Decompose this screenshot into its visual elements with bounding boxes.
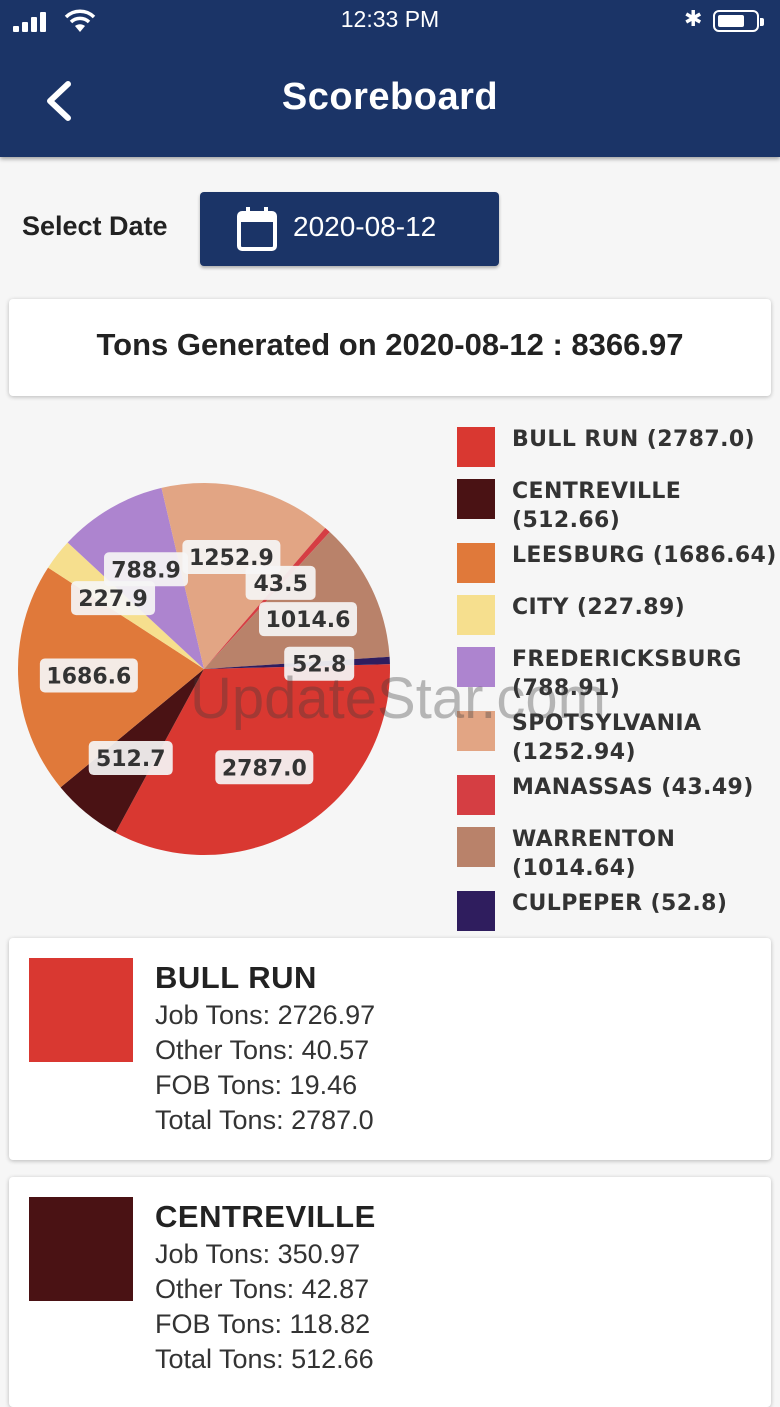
- calendar-icon: [237, 207, 277, 251]
- svg-text:1686.6: 1686.6: [46, 665, 131, 690]
- select-date-label: Select Date: [22, 211, 168, 241]
- svg-text:43.5: 43.5: [253, 572, 307, 597]
- svg-text:227.9: 227.9: [78, 587, 148, 612]
- total-tons: Total Tons: 2787.0: [155, 1105, 374, 1135]
- legend-label: FREDERICKSBURG (788.91): [512, 647, 742, 701]
- svg-text:2787.0: 2787.0: [222, 756, 307, 781]
- job-tons: Job Tons: 350.97: [155, 1239, 361, 1269]
- legend-label: CITY (227.89): [512, 595, 686, 620]
- summary-card: Tons Generated on 2020-08-12 : 8366.97: [9, 299, 771, 396]
- legend-item: CENTREVILLE (512.66): [457, 477, 777, 535]
- pie-slice-spotsylvania[interactable]: [161, 483, 326, 669]
- slice-label: 512.7: [88, 741, 173, 776]
- legend-item: CULPEPER (52.8): [457, 889, 777, 935]
- svg-text:788.9: 788.9: [111, 558, 181, 583]
- other-tons: Other Tons: 40.57: [155, 1035, 370, 1065]
- slice-label: 227.9: [71, 581, 156, 616]
- location-card-centreville[interactable]: CENTREVILLE Job Tons: 350.97 Other Tons:…: [9, 1177, 771, 1407]
- bluetooth-icon: ✱: [684, 7, 703, 32]
- slice-label: 52.8: [284, 646, 355, 681]
- location-color-swatch: [29, 958, 133, 1062]
- fob-tons: FOB Tons: 118.82: [155, 1309, 371, 1339]
- page-title: Scoreboard: [281, 76, 499, 118]
- slice-label: 788.9: [104, 552, 189, 587]
- legend-label: CULPEPER (52.8): [512, 891, 728, 916]
- job-tons: Job Tons: 2726.97: [155, 1000, 376, 1030]
- legend-swatch: [457, 827, 495, 867]
- location-name: CENTREVILLE: [155, 1199, 376, 1234]
- chart-legend: BULL RUN (2787.0) CENTREVILLE (512.66) L…: [457, 425, 777, 941]
- date-value: 2020-08-12: [293, 211, 437, 242]
- legend-swatch: [457, 891, 495, 931]
- back-chevron-icon[interactable]: [40, 80, 80, 122]
- legend-label: LEESBURG (1686.64): [512, 543, 777, 568]
- legend-label: MANASSAS (43.49): [512, 775, 754, 800]
- legend-item: MANASSAS (43.49): [457, 773, 777, 819]
- svg-text:512.7: 512.7: [96, 747, 166, 772]
- legend-swatch: [457, 479, 495, 519]
- status-time: 12:33 PM: [340, 6, 440, 32]
- legend-item: BULL RUN (2787.0): [457, 425, 777, 471]
- legend-item: LEESBURG (1686.64): [457, 541, 777, 587]
- wifi-icon: [64, 9, 96, 32]
- legend-swatch: [457, 427, 495, 467]
- battery-icon: [713, 10, 764, 32]
- svg-text:1014.6: 1014.6: [266, 608, 351, 633]
- cellular-signal-icon: [13, 12, 49, 32]
- legend-item: FREDERICKSBURG (788.91): [457, 645, 777, 703]
- legend-swatch: [457, 647, 495, 687]
- app-header: 12:33 PM ✱ Scoreboard: [0, 0, 780, 157]
- legend-label: WARRENTON (1014.64): [512, 827, 676, 881]
- slice-label: 43.5: [245, 565, 316, 600]
- other-tons: Other Tons: 42.87: [155, 1274, 370, 1304]
- legend-label: BULL RUN (2787.0): [512, 427, 756, 452]
- tons-pie-chart: 2787.0 512.7 1686.6 227.9 788.9 1252.9 43.5 101…: [0, 410, 780, 930]
- svg-text:52.8: 52.8: [292, 653, 346, 678]
- legend-swatch: [457, 775, 495, 815]
- total-tons: Total Tons: 512.66: [155, 1344, 374, 1374]
- legend-label: CENTREVILLE (512.66): [512, 479, 682, 533]
- status-bar: 12:33 PM ✱: [0, 0, 780, 44]
- location-card-bull-run[interactable]: BULL RUN Job Tons: 2726.97 Other Tons: 4…: [9, 938, 771, 1160]
- legend-item: CITY (227.89): [457, 593, 777, 639]
- slice-label: 2787.0: [215, 750, 314, 785]
- tons-summary-text: Tons Generated on 2020-08-12 : 8366.97: [96, 327, 684, 362]
- legend-swatch: [457, 543, 495, 583]
- legend-swatch: [457, 711, 495, 751]
- slice-label: 1014.6: [258, 602, 357, 637]
- legend-item: SPOTSYLVANIA (1252.94): [457, 709, 777, 767]
- slice-label: 1686.6: [39, 658, 138, 693]
- legend-item: WARRENTON (1014.64): [457, 825, 777, 883]
- location-name: BULL RUN: [155, 960, 317, 995]
- legend-swatch: [457, 595, 495, 635]
- location-color-swatch: [29, 1197, 133, 1301]
- fob-tons: FOB Tons: 19.46: [155, 1070, 358, 1100]
- date-picker-button[interactable]: 2020-08-12: [200, 192, 499, 266]
- legend-label: SPOTSYLVANIA (1252.94): [512, 711, 702, 765]
